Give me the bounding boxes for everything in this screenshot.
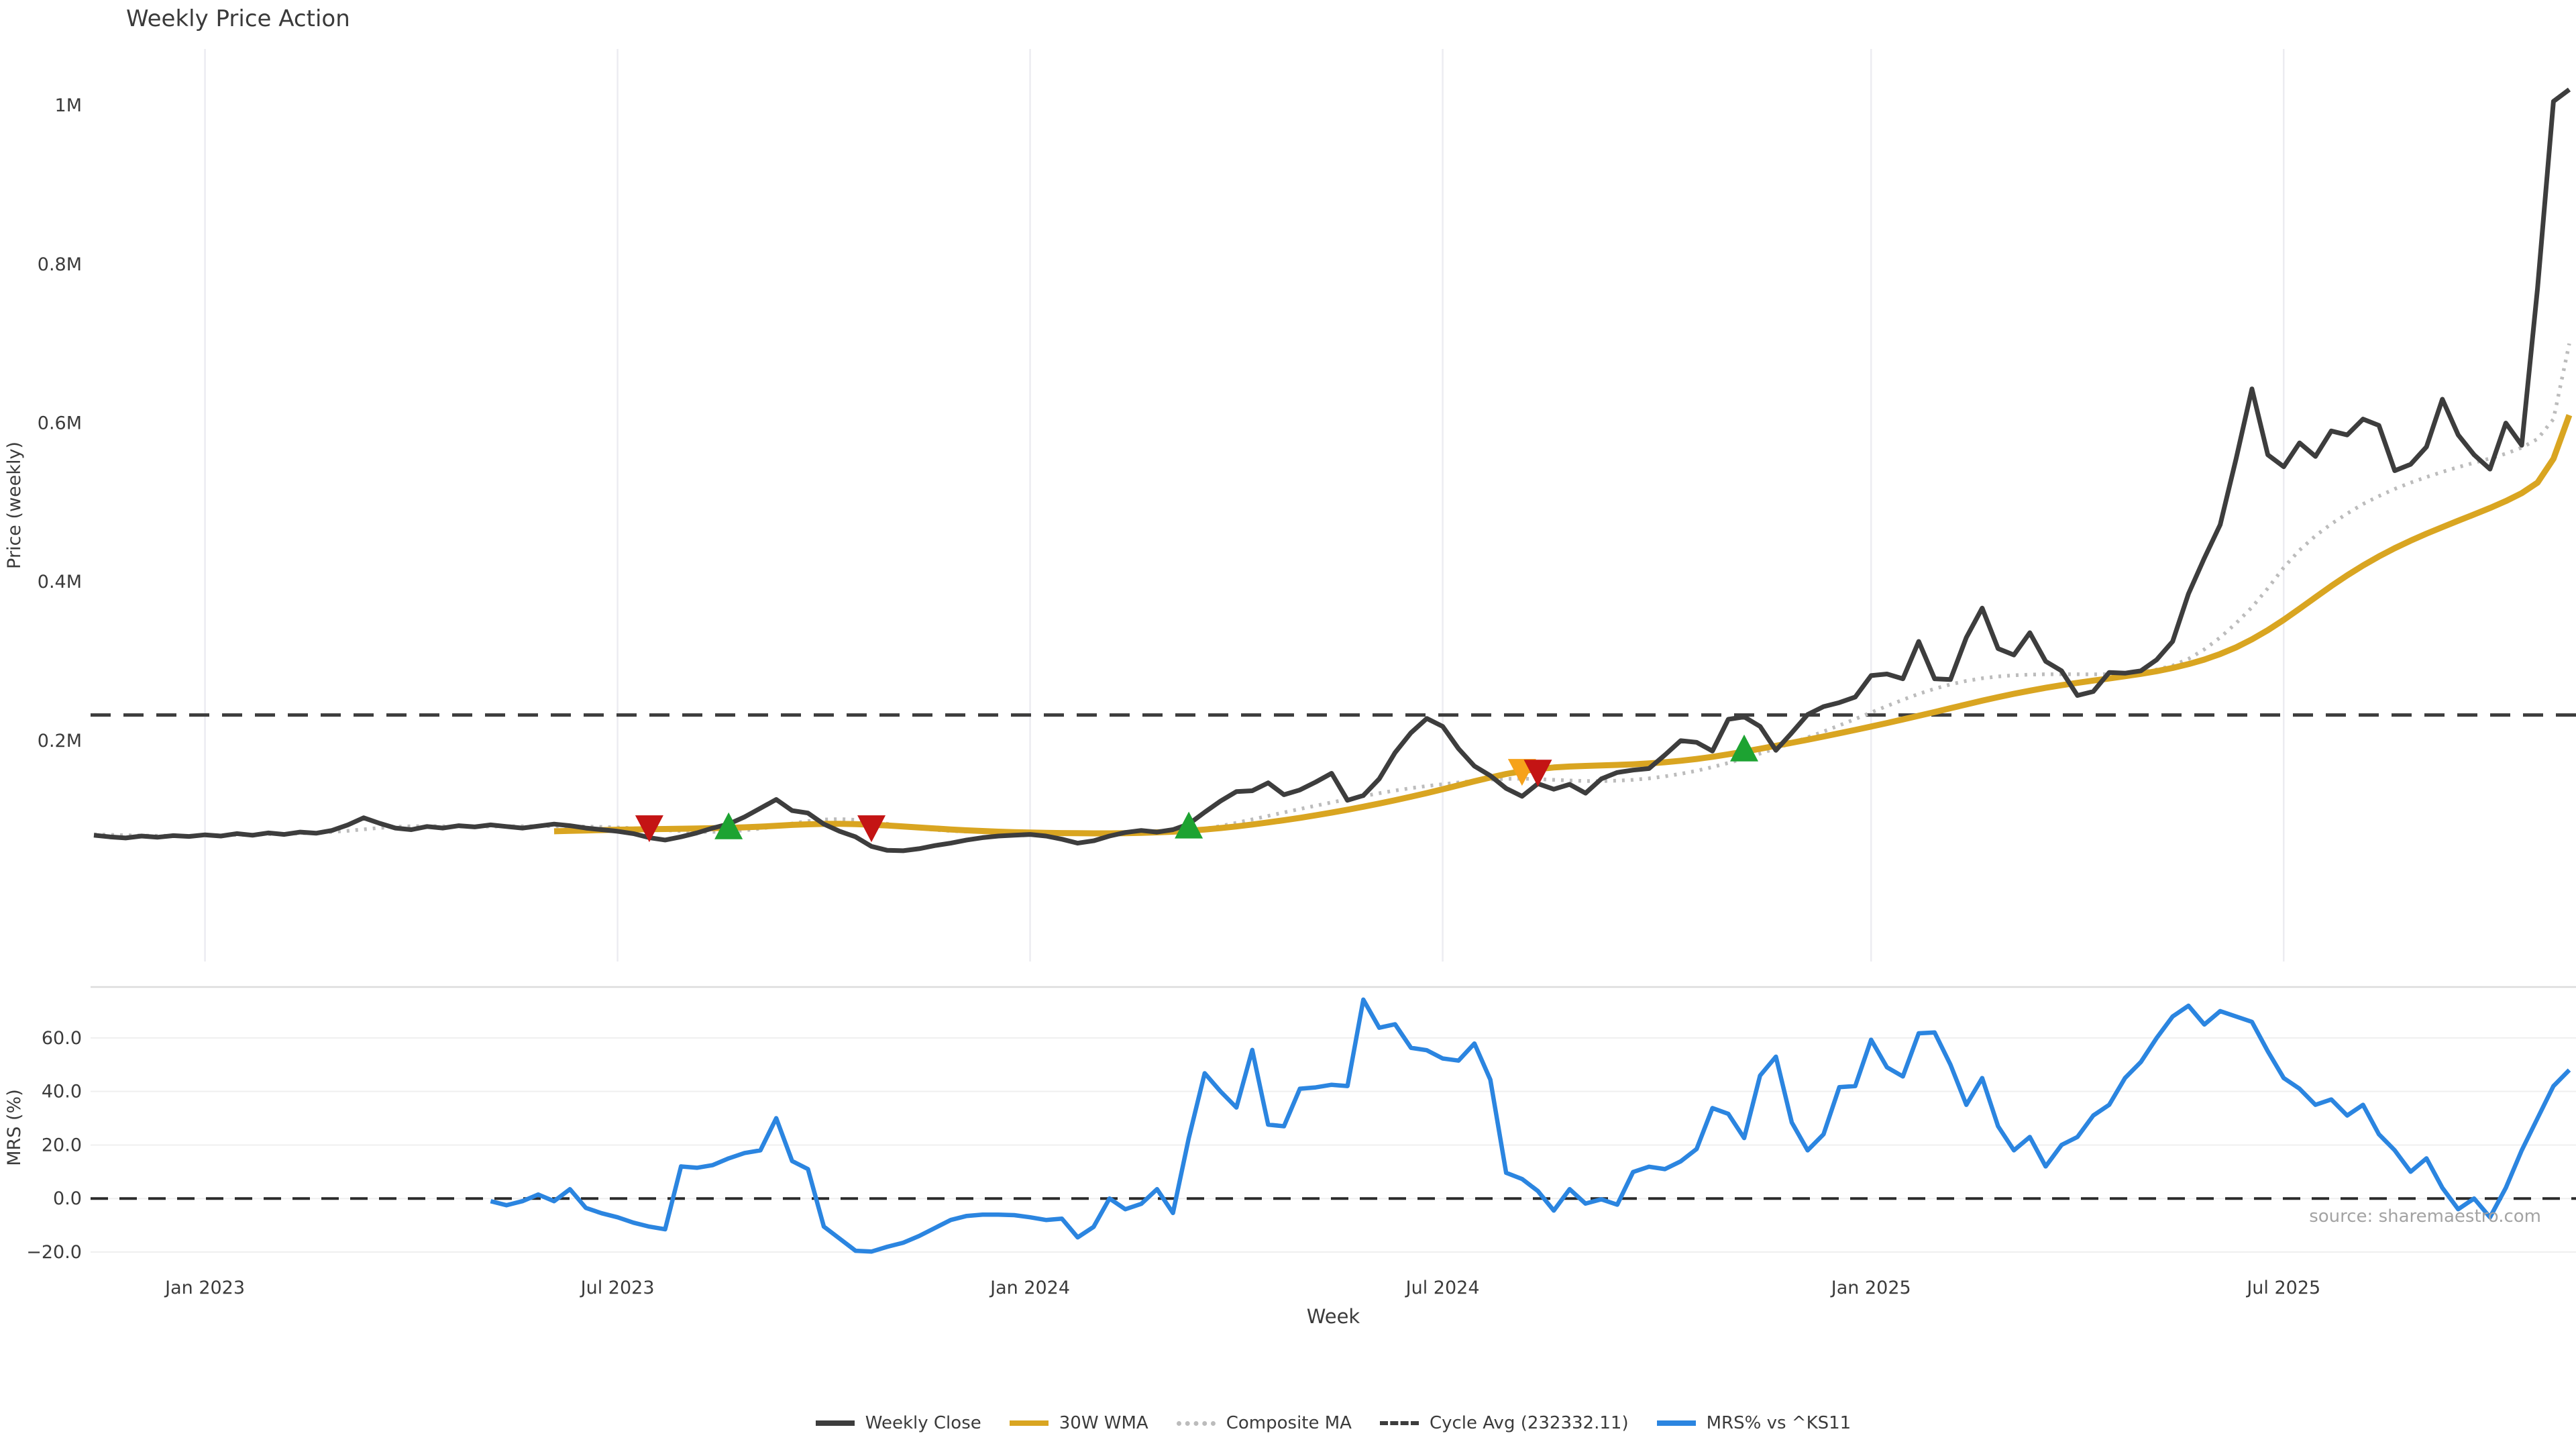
buy-marker	[1730, 734, 1759, 762]
wma-line	[553, 414, 2573, 837]
legend-label: Composite MA	[1226, 1413, 1352, 1433]
legend-swatch-dotted	[1176, 1420, 1216, 1426]
legend-label: 30W WMA	[1059, 1413, 1148, 1433]
buy-marker	[1175, 811, 1203, 839]
legend-item-2: Composite MA	[1176, 1413, 1352, 1433]
legend-label: Weekly Close	[865, 1413, 981, 1433]
x-tick-label: Jan 2025	[1830, 1278, 1911, 1298]
mrs-line	[490, 997, 2571, 1254]
mrs-y-tick-label: 0.0	[53, 1188, 82, 1209]
legend-swatch-dashed	[1379, 1421, 1419, 1425]
price-axis-title: Price (weekly)	[4, 442, 25, 569]
legend-item-3: Cycle Avg (232332.11)	[1379, 1413, 1629, 1433]
composite-ma-line	[93, 343, 2571, 838]
price-y-tick-label: 1M	[55, 95, 82, 116]
legend-item-0: Weekly Close	[815, 1413, 981, 1433]
x-axis-title: Week	[1307, 1305, 1360, 1328]
mrs-y-tick-label: 20.0	[42, 1135, 82, 1155]
x-tick-label: Jan 2023	[164, 1278, 245, 1298]
price-y-tick-label: 0.8M	[38, 254, 82, 275]
source-note: source: sharemaestro.com	[2309, 1206, 2541, 1227]
mrs-y-tick-label: −20.0	[26, 1242, 82, 1263]
buy-marker	[714, 812, 743, 839]
weekly-close-line	[93, 87, 2571, 853]
mrs-y-tick-label: 60.0	[42, 1028, 82, 1049]
price-y-tick-label: 0.2M	[38, 731, 82, 751]
mrs-axis-title: MRS (%)	[4, 1089, 25, 1166]
sell-marker	[857, 815, 886, 843]
mrs-y-tick-label: 40.0	[42, 1082, 82, 1102]
legend-item-4: MRS% vs ^KS11	[1656, 1413, 1851, 1433]
sell-marker	[1523, 760, 1552, 787]
x-tick-label: Jul 2023	[580, 1278, 655, 1298]
x-tick-label: Jan 2024	[989, 1278, 1070, 1298]
legend-swatch-solid	[1009, 1420, 1049, 1426]
sell-marker	[635, 815, 663, 843]
legend-label: MRS% vs ^KS11	[1706, 1413, 1851, 1433]
price-y-tick-label: 0.6M	[38, 413, 82, 433]
chart-legend: Weekly Close 30W WMA Composite MA Cycle Avg…	[91, 1413, 2576, 1433]
x-tick-label: Jul 2024	[1405, 1278, 1480, 1298]
price-y-tick-label: 0.4M	[38, 572, 82, 592]
x-tick-label: Jul 2025	[2245, 1278, 2320, 1298]
legend-item-1: 30W WMA	[1009, 1413, 1148, 1433]
chart-title: Weekly Price Action	[126, 5, 350, 32]
legend-swatch-solid	[815, 1420, 855, 1426]
legend-label: Cycle Avg (232332.11)	[1429, 1413, 1629, 1433]
legend-swatch-solid	[1656, 1420, 1696, 1426]
